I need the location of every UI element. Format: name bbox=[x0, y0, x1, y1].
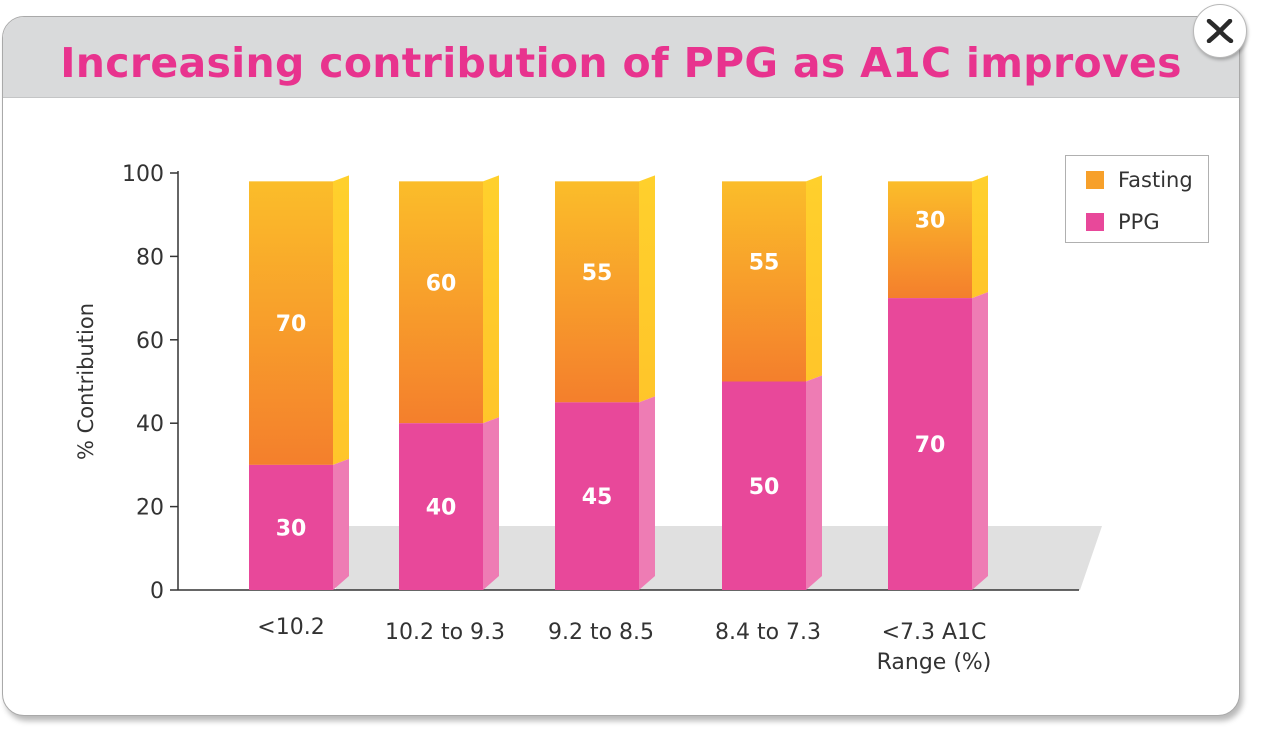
bar-ppg bbox=[555, 402, 639, 590]
y-tick-label: 100 bbox=[122, 162, 164, 187]
bar-fasting-side bbox=[639, 175, 655, 403]
bar-fasting bbox=[399, 181, 483, 424]
x-axis-label-line2: Range (%) bbox=[876, 650, 992, 675]
bar-fasting-side bbox=[806, 175, 822, 382]
data-label-ppg: 70 bbox=[915, 433, 946, 458]
bar-fasting bbox=[249, 181, 333, 465]
bar-ppg-side bbox=[806, 375, 822, 590]
x-category-label: 10.2 to 9.3 bbox=[384, 620, 506, 645]
data-label-fasting: 60 bbox=[426, 271, 457, 296]
data-label-ppg: 30 bbox=[276, 516, 307, 541]
chart-legend: Fasting PPG bbox=[1065, 155, 1209, 243]
data-label-fasting: 70 bbox=[276, 312, 307, 337]
y-axis-title: % Contribution bbox=[74, 303, 98, 460]
x-category-label: <7.3 A1C bbox=[881, 620, 987, 645]
legend-item-fasting: Fasting bbox=[1086, 168, 1193, 192]
data-label-fasting: 30 bbox=[915, 209, 946, 234]
data-label-ppg: 50 bbox=[749, 475, 780, 500]
title-bar: Increasing contribution of PPG as A1C im… bbox=[3, 17, 1239, 98]
chart-card: Increasing contribution of PPG as A1C im… bbox=[2, 16, 1240, 716]
y-tick-label: 60 bbox=[136, 329, 164, 354]
data-label-ppg: 40 bbox=[426, 496, 457, 521]
legend-swatch-fasting bbox=[1086, 171, 1104, 189]
y-tick-label: 80 bbox=[136, 245, 164, 270]
bar-fasting bbox=[555, 181, 639, 403]
close-x-icon bbox=[1206, 19, 1234, 43]
x-category-label: <10.2 bbox=[257, 615, 325, 640]
close-button[interactable] bbox=[1193, 4, 1247, 58]
data-label-ppg: 45 bbox=[582, 485, 613, 510]
bar-ppg bbox=[722, 381, 806, 590]
data-label-fasting: 55 bbox=[582, 261, 613, 286]
bar-ppg bbox=[399, 423, 483, 590]
legend-item-ppg: PPG bbox=[1086, 210, 1160, 234]
legend-label-fasting: Fasting bbox=[1118, 168, 1193, 192]
y-tick-label: 20 bbox=[136, 496, 164, 521]
chart-title: Increasing contribution of PPG as A1C im… bbox=[60, 39, 1182, 87]
y-tick-label: 40 bbox=[136, 412, 164, 437]
legend-label-ppg: PPG bbox=[1118, 210, 1160, 234]
x-category-label: 9.2 to 8.5 bbox=[547, 620, 655, 645]
bar-ppg bbox=[249, 464, 333, 590]
bar-ppg bbox=[888, 298, 972, 590]
bar-ppg-side bbox=[639, 396, 655, 590]
x-category-label: 8.4 to 7.3 bbox=[714, 620, 822, 645]
bar-ppg-side bbox=[972, 292, 988, 590]
bar-ppg-side bbox=[483, 417, 499, 590]
bar-fasting-side bbox=[972, 175, 988, 299]
legend-swatch-ppg bbox=[1086, 213, 1104, 231]
bar-fasting bbox=[722, 181, 806, 382]
bar-fasting bbox=[888, 181, 972, 299]
y-tick-label: 0 bbox=[150, 579, 164, 604]
stacked-bar-chart: 0 20 40 60 80 100 % Contribution 70 30 60 40 55 45 55… bbox=[74, 162, 1102, 604]
data-label-fasting: 55 bbox=[749, 250, 780, 275]
bar-ppg-side bbox=[333, 458, 349, 590]
bar-fasting-side bbox=[483, 175, 499, 424]
bar-fasting-side bbox=[333, 175, 349, 465]
